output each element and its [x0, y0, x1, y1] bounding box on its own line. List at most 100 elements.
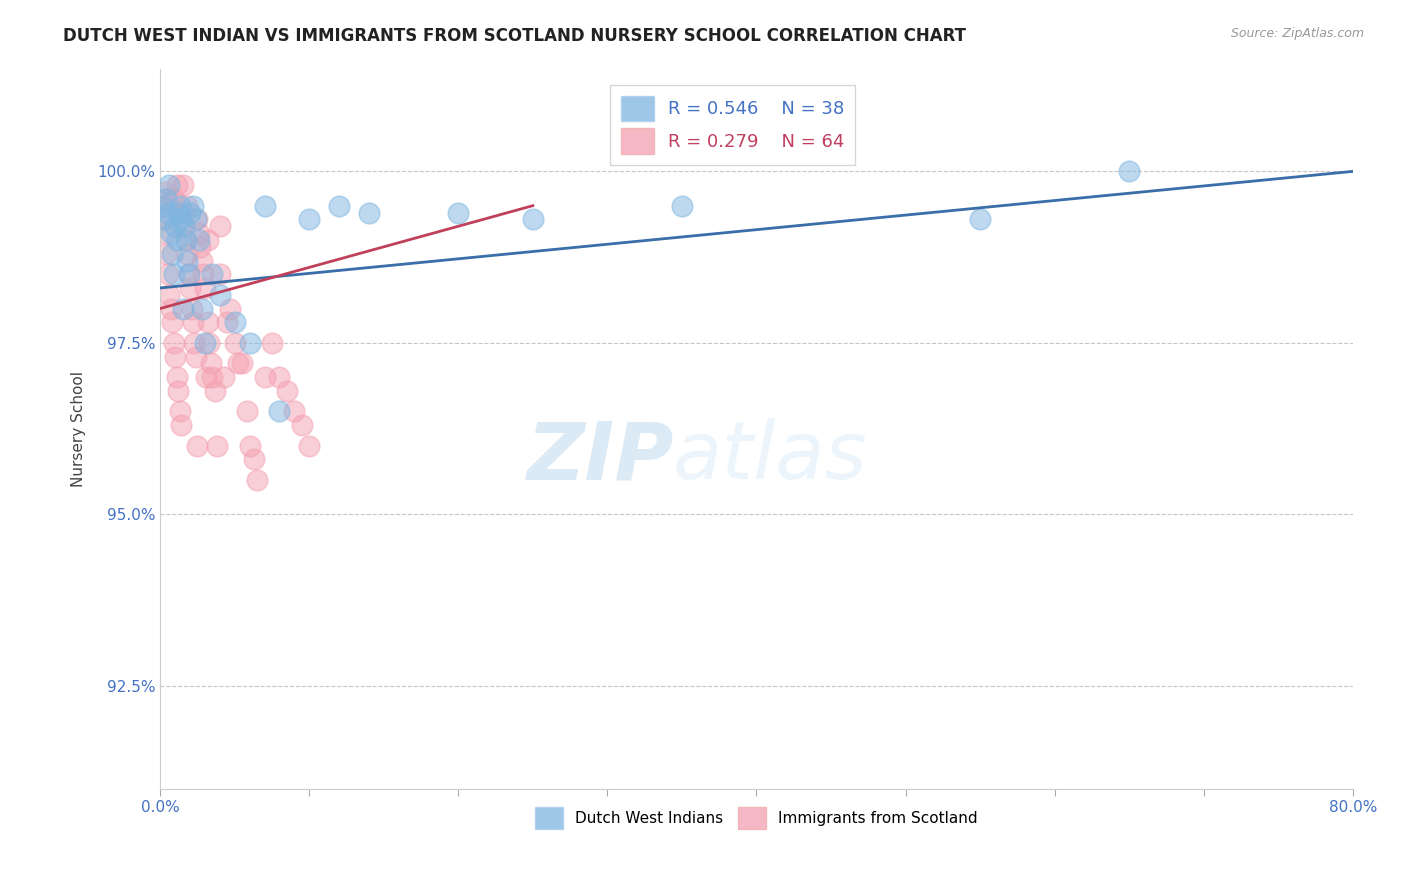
Point [172, 205, 194, 219]
Point [174, 233, 197, 247]
Point [447, 205, 470, 219]
Point [198, 335, 221, 350]
Point [170, 418, 193, 433]
Point [186, 212, 208, 227]
Point [243, 452, 266, 467]
Point [291, 418, 314, 433]
Point [201, 370, 224, 384]
Point [179, 281, 201, 295]
Point [253, 370, 276, 384]
Point [224, 315, 246, 329]
Point [170, 212, 193, 227]
Legend: Dutch West Indians, Immigrants from Scotland: Dutch West Indians, Immigrants from Scot… [529, 801, 984, 835]
Point [176, 199, 198, 213]
Point [208, 267, 231, 281]
Point [166, 370, 188, 384]
Point [181, 315, 204, 329]
Text: DUTCH WEST INDIAN VS IMMIGRANTS FROM SCOTLAND NURSERY SCHOOL CORRELATION CHART: DUTCH WEST INDIAN VS IMMIGRANTS FROM SCO… [63, 27, 966, 45]
Point [179, 205, 201, 219]
Point [205, 439, 228, 453]
Point [357, 205, 380, 219]
Point [197, 233, 219, 247]
Point [226, 356, 249, 370]
Point [276, 384, 298, 398]
Point [153, 226, 176, 240]
Point [156, 205, 179, 219]
Point [328, 199, 350, 213]
Point [174, 233, 197, 247]
Point [204, 384, 226, 398]
Point [183, 335, 205, 350]
Point [188, 226, 211, 240]
Point [191, 301, 214, 316]
Point [152, 199, 174, 213]
Point [167, 205, 190, 219]
Point [200, 356, 222, 370]
Y-axis label: Nursery School: Nursery School [72, 370, 86, 486]
Point [186, 439, 208, 453]
Point [214, 370, 236, 384]
Point [162, 335, 184, 350]
Text: ZIP: ZIP [526, 418, 673, 496]
Point [298, 439, 321, 453]
Point [177, 267, 200, 281]
Point [165, 350, 187, 364]
Point [253, 199, 276, 213]
Point [165, 219, 187, 234]
Point [160, 246, 183, 260]
Point [195, 370, 218, 384]
Point [153, 212, 176, 227]
Point [180, 301, 202, 316]
Point [172, 178, 194, 193]
Point [671, 199, 693, 213]
Point [269, 370, 291, 384]
Point [152, 212, 174, 227]
Point [153, 185, 176, 199]
Point [150, 199, 173, 213]
Point [157, 178, 180, 193]
Point [162, 192, 184, 206]
Point [155, 246, 177, 260]
Point [169, 199, 191, 213]
Point [156, 192, 179, 206]
Point [246, 473, 269, 487]
Point [235, 404, 257, 418]
Point [522, 212, 544, 227]
Point [184, 212, 207, 227]
Point [188, 233, 211, 247]
Point [173, 219, 195, 234]
Point [194, 335, 217, 350]
Point [224, 335, 246, 350]
Point [208, 219, 231, 234]
Point [173, 219, 195, 234]
Point [1118, 164, 1140, 178]
Point [172, 301, 194, 316]
Point [193, 267, 215, 281]
Point [298, 212, 321, 227]
Point [176, 253, 198, 268]
Point [201, 267, 224, 281]
Point [176, 246, 198, 260]
Point [166, 178, 188, 193]
Point [239, 335, 262, 350]
Point [169, 404, 191, 418]
Point [181, 199, 204, 213]
Text: Source: ZipAtlas.com: Source: ZipAtlas.com [1230, 27, 1364, 40]
Point [269, 404, 291, 418]
Point [260, 335, 283, 350]
Point [160, 315, 183, 329]
Point [167, 384, 190, 398]
Point [208, 288, 231, 302]
Point [194, 281, 217, 295]
Point [177, 267, 200, 281]
Point [159, 226, 181, 240]
Point [969, 212, 991, 227]
Point [197, 315, 219, 329]
Point [283, 404, 305, 418]
Point [191, 253, 214, 268]
Point [156, 267, 179, 281]
Point [157, 288, 180, 302]
Point [231, 356, 253, 370]
Point [166, 233, 188, 247]
Point [190, 240, 212, 254]
